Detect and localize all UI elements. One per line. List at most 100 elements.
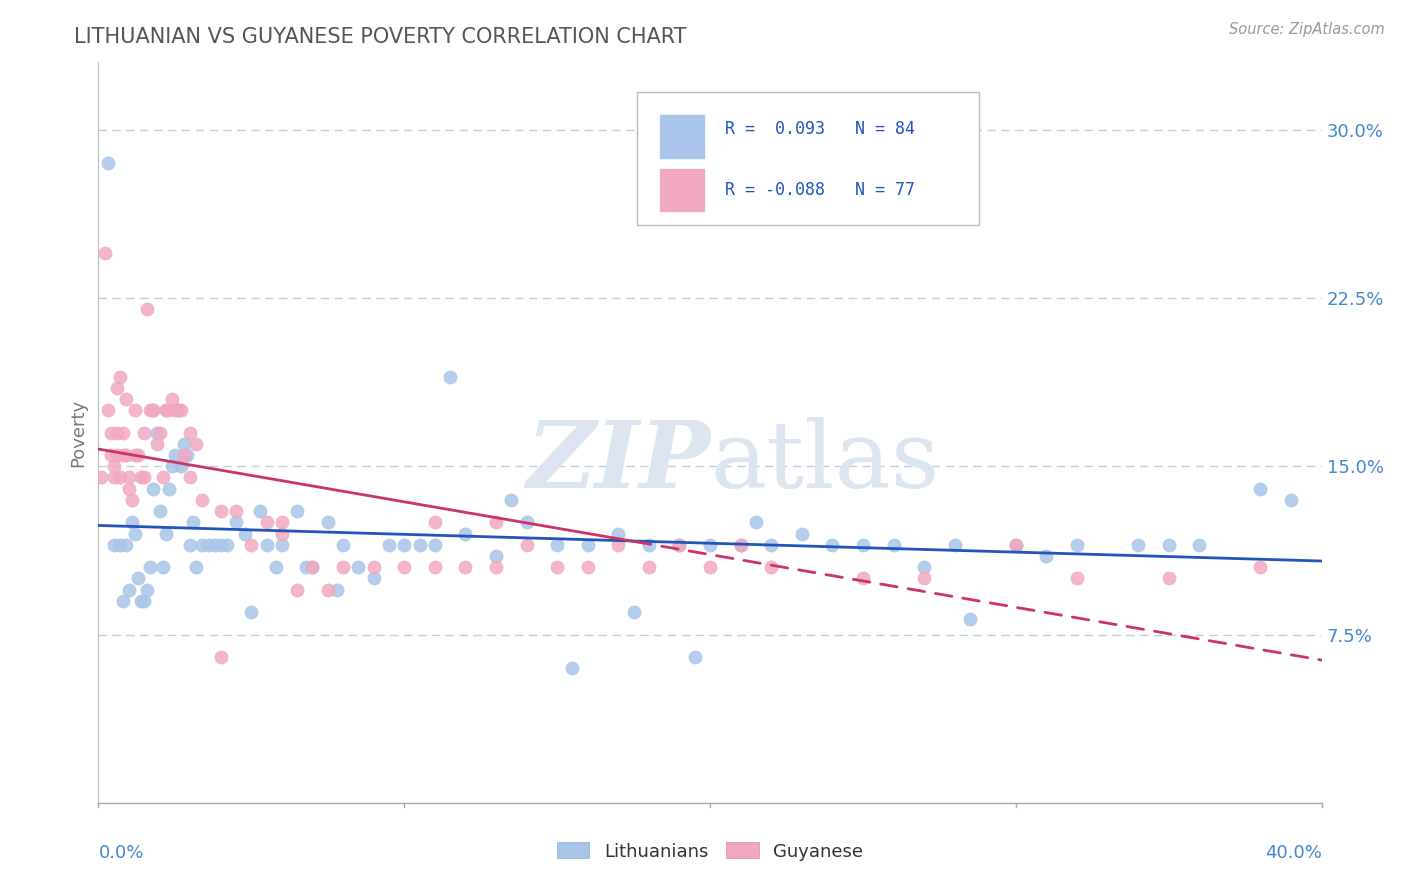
Point [129,594,152,608]
Point [176,448,198,462]
Point [209,538,232,552]
Point [249,504,271,518]
Point [1035,549,1057,563]
Point [124,526,146,541]
Point [191,492,214,507]
Point [179,470,201,484]
Point [149,504,172,518]
Point [1249,560,1271,574]
Point [485,516,508,530]
Point [167,403,190,417]
Point [163,403,186,417]
Text: atlas: atlas [710,417,939,508]
Point [264,560,287,574]
Point [97,403,120,417]
Point [759,538,782,552]
Point [108,470,131,484]
Point [149,425,172,440]
Point [316,516,339,530]
Point [363,560,385,574]
Point [157,403,180,417]
Text: R = -0.088   N = 77: R = -0.088 N = 77 [724,181,915,199]
Point [295,560,318,574]
Point [115,538,138,552]
Text: R =  0.093   N = 84: R = 0.093 N = 84 [724,120,915,138]
Point [240,605,263,619]
Point [170,459,193,474]
Point [179,425,201,440]
Point [668,538,690,552]
Point [134,470,156,484]
Point [423,516,446,530]
Point [103,459,125,474]
Point [623,605,645,619]
FancyBboxPatch shape [637,92,979,226]
Point [1157,571,1180,585]
Point [157,482,180,496]
Point [1066,571,1088,585]
Point [852,538,875,552]
Point [142,403,165,417]
Point [378,538,401,552]
Point [204,538,226,552]
Point [270,538,292,552]
Point [730,538,752,552]
Point [454,560,477,574]
Point [115,448,138,462]
Point [316,582,339,597]
Text: Source: ZipAtlas.com: Source: ZipAtlas.com [1229,22,1385,37]
Point [121,492,143,507]
Point [392,560,416,574]
Point [668,538,690,552]
Point [516,516,538,530]
Point [270,516,292,530]
Point [103,538,125,552]
Point [912,560,935,574]
Point [139,560,162,574]
Point [181,516,204,530]
Point [100,448,122,462]
Point [142,482,165,496]
Point [145,425,167,440]
Point [485,560,508,574]
Point [423,538,446,552]
Point [852,571,875,585]
Point [118,482,141,496]
Point [285,582,308,597]
Point [576,538,599,552]
Point [209,650,232,665]
Point [883,538,905,552]
Point [607,538,630,552]
Point [607,526,630,541]
Point [191,538,214,552]
FancyBboxPatch shape [658,168,706,212]
Point [270,526,292,541]
Point [256,516,278,530]
Point [145,437,167,451]
Point [134,425,156,440]
Point [392,538,416,552]
Point [97,156,120,170]
Point [124,448,146,462]
Point [167,403,190,417]
Point [209,504,232,518]
Point [347,560,370,574]
Point [129,470,152,484]
Point [215,538,238,552]
Point [103,470,125,484]
Point [408,538,430,552]
Point [170,403,193,417]
Point [1249,482,1271,496]
Point [1279,492,1302,507]
Text: LITHUANIAN VS GUYANESE POVERTY CORRELATION CHART: LITHUANIAN VS GUYANESE POVERTY CORRELATI… [75,27,686,47]
Text: 0.0%: 0.0% [98,844,143,862]
Point [1066,538,1088,552]
Point [136,302,159,317]
Point [546,560,568,574]
Point [155,403,177,417]
Point [1004,538,1026,552]
Point [90,470,112,484]
Point [160,392,183,406]
Point [233,526,256,541]
Point [912,571,935,585]
